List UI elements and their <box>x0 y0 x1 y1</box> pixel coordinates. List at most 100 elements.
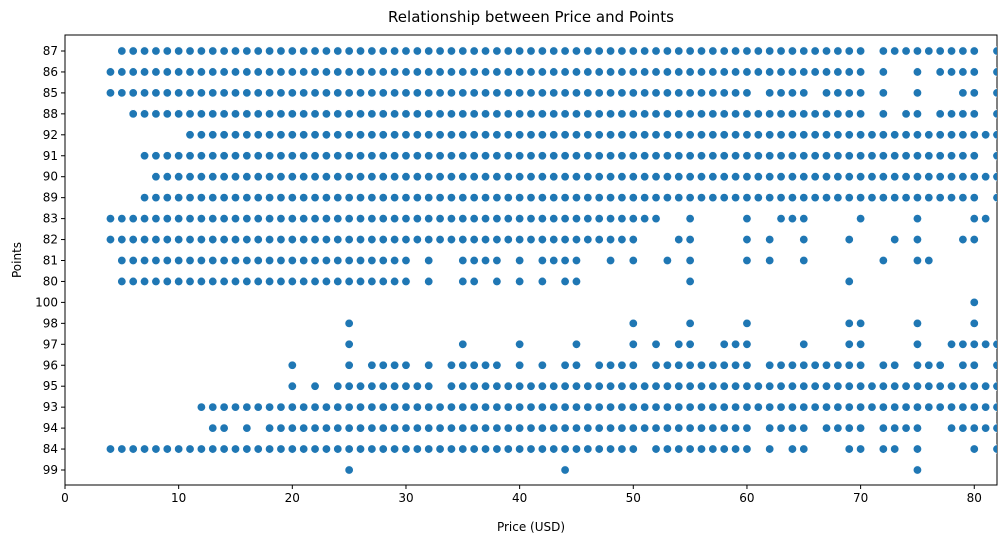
data-point <box>230 402 240 412</box>
data-point <box>651 130 661 140</box>
data-point <box>856 46 866 56</box>
data-point <box>196 276 206 286</box>
data-point <box>549 88 559 98</box>
data-point <box>753 193 763 203</box>
data-point <box>719 151 729 161</box>
data-point <box>878 193 888 203</box>
data-point <box>799 423 809 433</box>
data-point <box>367 193 377 203</box>
data-point <box>151 172 161 182</box>
data-point <box>219 255 229 265</box>
data-point <box>287 255 297 265</box>
y-tick-label: 89 <box>43 191 58 205</box>
data-point <box>651 151 661 161</box>
data-point <box>253 67 263 77</box>
data-point <box>503 423 513 433</box>
data-point <box>833 109 843 119</box>
data-point <box>458 151 468 161</box>
y-tick-label: 92 <box>43 128 58 142</box>
data-point <box>333 88 343 98</box>
data-point <box>537 402 547 412</box>
data-point <box>492 88 502 98</box>
data-point <box>458 444 468 454</box>
data-point <box>537 130 547 140</box>
data-point <box>356 88 366 98</box>
data-point <box>924 193 934 203</box>
data-point <box>356 109 366 119</box>
data-point <box>333 193 343 203</box>
data-point <box>571 67 581 77</box>
data-point <box>549 402 559 412</box>
data-point <box>344 46 354 56</box>
data-point <box>310 67 320 77</box>
data-point <box>140 46 150 56</box>
data-point <box>435 172 445 182</box>
data-point <box>583 46 593 56</box>
data-point <box>140 255 150 265</box>
data-point <box>299 88 309 98</box>
data-point <box>583 67 593 77</box>
data-point <box>151 46 161 56</box>
data-point <box>446 444 456 454</box>
data-point <box>606 360 616 370</box>
data-point <box>742 423 752 433</box>
data-point <box>481 151 491 161</box>
data-point <box>844 235 854 245</box>
data-point <box>822 46 832 56</box>
data-point <box>299 402 309 412</box>
data-point <box>640 193 650 203</box>
data-point <box>833 402 843 412</box>
data-point <box>469 214 479 224</box>
y-tick-label: 94 <box>43 421 58 435</box>
x-tick-label: 40 <box>512 491 527 505</box>
data-point <box>776 214 786 224</box>
data-point <box>117 444 127 454</box>
data-point <box>776 360 786 370</box>
data-point <box>219 67 229 77</box>
data-point <box>526 172 536 182</box>
data-point <box>537 276 547 286</box>
data-point <box>253 276 263 286</box>
data-point <box>378 88 388 98</box>
data-point <box>367 402 377 412</box>
data-point <box>503 151 513 161</box>
data-point <box>356 193 366 203</box>
data-point <box>969 46 979 56</box>
data-point <box>696 88 706 98</box>
data-point <box>458 46 468 56</box>
data-point <box>833 67 843 77</box>
data-point <box>822 402 832 412</box>
data-point <box>958 88 968 98</box>
data-point <box>401 255 411 265</box>
data-point <box>492 172 502 182</box>
data-point <box>469 381 479 391</box>
data-point <box>901 193 911 203</box>
data-point <box>287 381 297 391</box>
data-point <box>446 130 456 140</box>
data-point <box>469 276 479 286</box>
data-point <box>128 255 138 265</box>
data-point <box>958 423 968 433</box>
data-point <box>208 46 218 56</box>
data-point <box>787 402 797 412</box>
data-point <box>481 67 491 77</box>
data-point <box>140 193 150 203</box>
data-point <box>731 151 741 161</box>
data-point <box>162 172 172 182</box>
data-point <box>424 276 434 286</box>
data-point <box>708 67 718 77</box>
data-point <box>469 423 479 433</box>
data-point <box>856 339 866 349</box>
data-point <box>685 423 695 433</box>
data-point <box>594 67 604 77</box>
data-point <box>287 276 297 286</box>
data-point <box>856 402 866 412</box>
data-point <box>310 423 320 433</box>
data-point <box>822 193 832 203</box>
data-point <box>594 151 604 161</box>
data-point <box>424 255 434 265</box>
data-point <box>185 255 195 265</box>
data-point <box>515 235 525 245</box>
data-point <box>674 423 684 433</box>
